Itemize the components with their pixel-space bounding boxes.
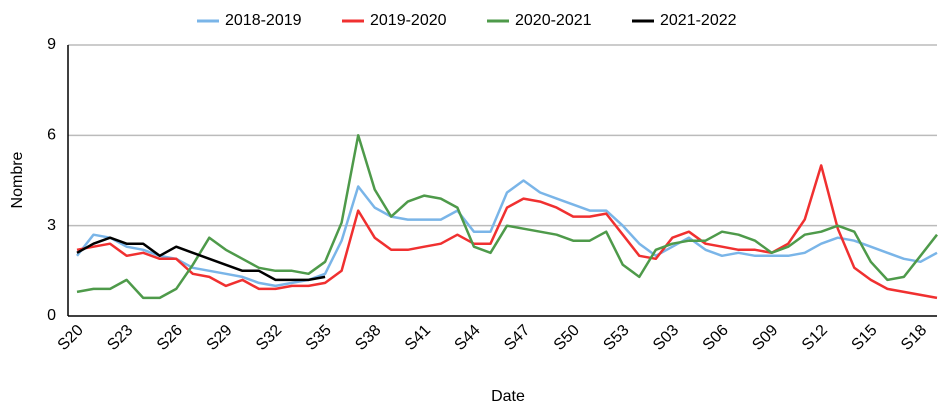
x-tick-label: S32 <box>253 322 285 354</box>
x-tick-label: S26 <box>154 322 186 354</box>
x-axis-label: Date <box>491 388 525 405</box>
series-line <box>76 236 326 282</box>
x-tick-label: S50 <box>551 322 583 354</box>
legend-label: 2019-2020 <box>370 12 447 29</box>
x-tick-label: S35 <box>303 322 335 354</box>
y-tick-label: 3 <box>47 217 56 234</box>
series-line <box>76 164 938 300</box>
x-tick-label: S53 <box>600 322 632 354</box>
x-tick-label: S41 <box>402 322 434 354</box>
x-tick-label: S20 <box>55 322 87 354</box>
y-tick-label: 6 <box>47 127 56 144</box>
y-tick-label: 9 <box>47 36 56 53</box>
x-tick-label: S15 <box>849 322 881 354</box>
series-line <box>76 179 938 288</box>
x-tick-label: S47 <box>501 322 533 354</box>
x-tick-label: S18 <box>898 322 930 354</box>
y-tick-label: 0 <box>47 307 56 324</box>
x-tick-label: S44 <box>452 322 484 354</box>
x-tick-label: S29 <box>204 322 236 354</box>
x-tick-label: S09 <box>749 322 781 354</box>
legend-label: 2020-2021 <box>515 12 592 29</box>
series-line <box>76 134 938 300</box>
legend-label: 2018-2019 <box>225 12 302 29</box>
x-tick-label: S12 <box>799 322 831 354</box>
x-tick-label: S23 <box>104 322 136 354</box>
x-tick-label: S03 <box>650 322 682 354</box>
legend-label: 2021-2022 <box>660 12 737 29</box>
x-tick-label: S06 <box>700 322 732 354</box>
y-axis-label: Nombre <box>9 151 26 208</box>
x-tick-label: S38 <box>352 322 384 354</box>
